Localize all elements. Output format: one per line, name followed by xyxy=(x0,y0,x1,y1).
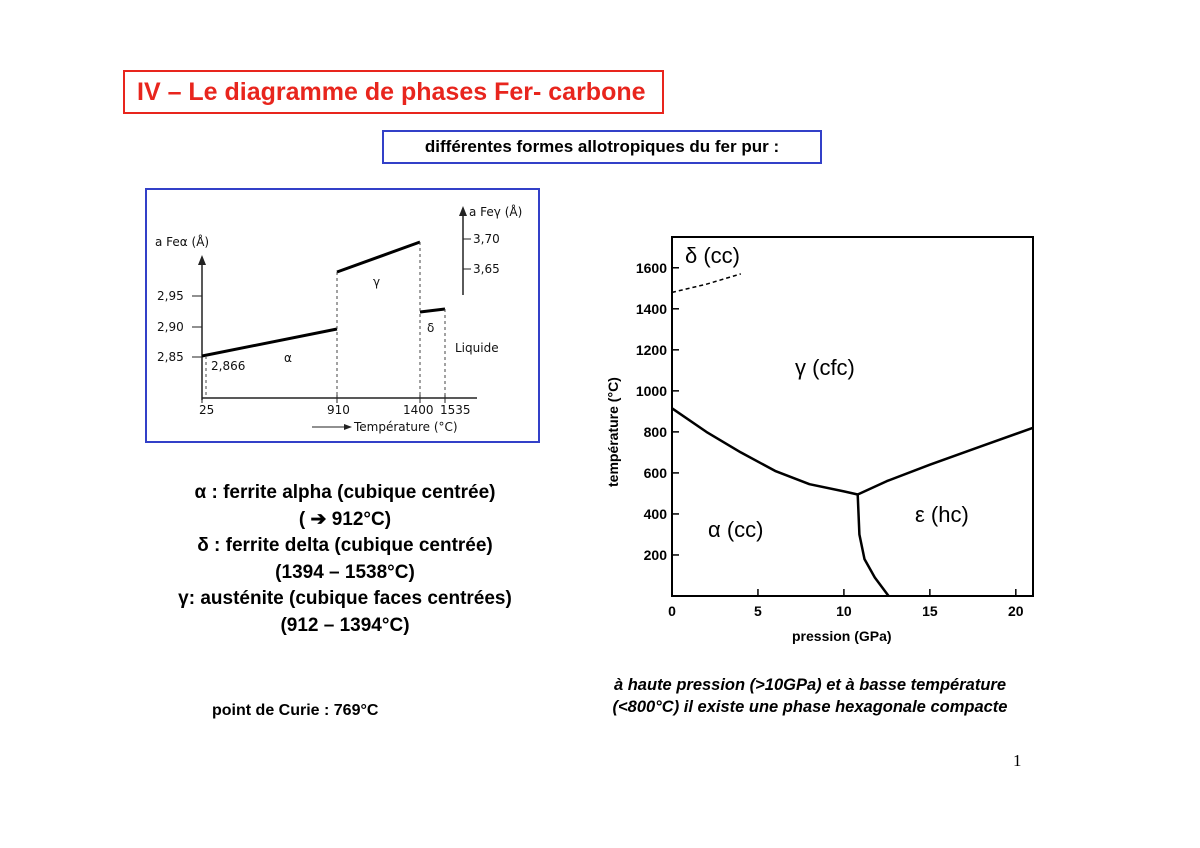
plot-frame xyxy=(671,236,1034,597)
note-line-1: à haute pression (>10GPa) et à basse tem… xyxy=(613,676,1007,694)
y-tick-label-200: 200 xyxy=(644,547,668,563)
legend-line-alpha: α : ferrite alpha (cubique centrée) xyxy=(194,482,496,503)
legend-line-gamma-range: (912 – 1394°C) xyxy=(280,614,410,636)
right-y-axis-label: a Feγ (Å) xyxy=(469,204,522,219)
phase-boundary-0 xyxy=(671,407,858,496)
phase-boundary-1 xyxy=(857,426,1034,496)
left-y-axis-label: a Feα (Å) xyxy=(155,234,209,249)
phase-boundary-3 xyxy=(671,273,742,294)
legend-line-delta: δ : ferrite delta (cubique centrée) xyxy=(197,535,493,556)
x-tick-label-15: 15 xyxy=(922,603,938,619)
y-tick-label-1600: 1600 xyxy=(636,260,667,276)
x-tick-label-25: 25 xyxy=(199,403,214,417)
delta-label: δ xyxy=(427,321,434,335)
slide-title: IV – Le diagramme de phases Fer- carbone xyxy=(123,70,664,114)
liquid-label: Liquide xyxy=(455,341,499,355)
alpha-label: α xyxy=(284,351,292,365)
tick-group: 0 5 10 15 20 200 400 600 800 1000 1200 1400 1600 xyxy=(636,260,1024,619)
x-tick-label-20: 20 xyxy=(1008,603,1024,619)
right-y-tick-label-365: 3,65 xyxy=(473,262,500,276)
legend-line-alpha-range: ( ➔ 912°C) xyxy=(298,508,392,530)
legend-line-gamma: γ: austénite (cubique faces centrées) xyxy=(178,588,512,609)
y-tick-label-1200: 1200 xyxy=(636,342,667,358)
annotation-2866: 2,866 xyxy=(211,359,245,373)
pt-phase-diagram-svg: 0 5 10 15 20 200 400 600 800 1000 1200 1400 1600 pre… xyxy=(605,236,1034,644)
x-axis-label: Température (°C) xyxy=(353,420,458,434)
x-tick-label-1400: 1400 xyxy=(403,403,434,417)
phase-boundary-2 xyxy=(856,494,890,597)
x-tick-label-0: 0 xyxy=(668,603,676,619)
y-tick-label-800: 800 xyxy=(644,424,668,440)
series-group xyxy=(671,273,1034,597)
legend-line-delta-range: (1394 – 1538°C) xyxy=(275,561,415,583)
delta-curve xyxy=(419,307,446,314)
y-tick-label-290: 2,90 xyxy=(157,320,184,334)
alpha-phase-label: α (cc) xyxy=(708,517,763,542)
lattice-parameter-svg: 2,95 2,90 2,85 a Feα (Å) 25 910 1400 153… xyxy=(155,204,522,434)
y-tick-label-295: 2,95 xyxy=(157,289,184,303)
pt-phase-diagram: 0 5 10 15 20 200 400 600 800 1000 1200 1400 1600 pre… xyxy=(590,225,1050,655)
x-tick-label-1535: 1535 xyxy=(440,403,471,417)
y-tick-label-1000: 1000 xyxy=(636,383,667,399)
right-y-tick-label-370: 3,70 xyxy=(473,232,500,246)
y-tick-label-600: 600 xyxy=(644,465,668,481)
x-tick-label-910: 910 xyxy=(327,403,350,417)
slide-subtitle: différentes formes allotropiques du fer … xyxy=(382,130,822,164)
y-tick-label-400: 400 xyxy=(644,506,668,522)
alpha-curve xyxy=(201,327,338,358)
phase-legend: α : ferrite alpha (cubique centrée) ( ➔ … xyxy=(145,480,545,639)
x-axis-title: pression (GPa) xyxy=(792,628,892,644)
curie-point-text: point de Curie : 769°C xyxy=(212,702,379,719)
gamma-curve xyxy=(336,240,421,274)
page-number: 1 xyxy=(1013,751,1022,770)
lattice-parameter-figure: 2,95 2,90 2,85 a Feα (Å) 25 910 1400 153… xyxy=(145,188,540,443)
note-line-2: (<800°C) il existe une phase hexagonale … xyxy=(612,698,1008,716)
x-tick-label-10: 10 xyxy=(836,603,852,619)
delta-phase-label: δ (cc) xyxy=(685,243,740,268)
y-axis-title: température (°C) xyxy=(605,377,621,487)
y-tick-label-285: 2,85 xyxy=(157,350,184,364)
epsilon-phase-label: ε (hc) xyxy=(915,502,969,527)
x-tick-label-5: 5 xyxy=(754,603,762,619)
left-y-arrow xyxy=(198,255,206,265)
x-label-arrow-head xyxy=(344,424,352,430)
high-pressure-note: à haute pression (>10GPa) et à basse tem… xyxy=(560,674,1060,718)
gamma-phase-label: γ (cfc) xyxy=(795,355,855,380)
y-tick-label-1400: 1400 xyxy=(636,301,667,317)
gamma-label: γ xyxy=(373,275,380,289)
right-y-arrow xyxy=(459,206,467,216)
